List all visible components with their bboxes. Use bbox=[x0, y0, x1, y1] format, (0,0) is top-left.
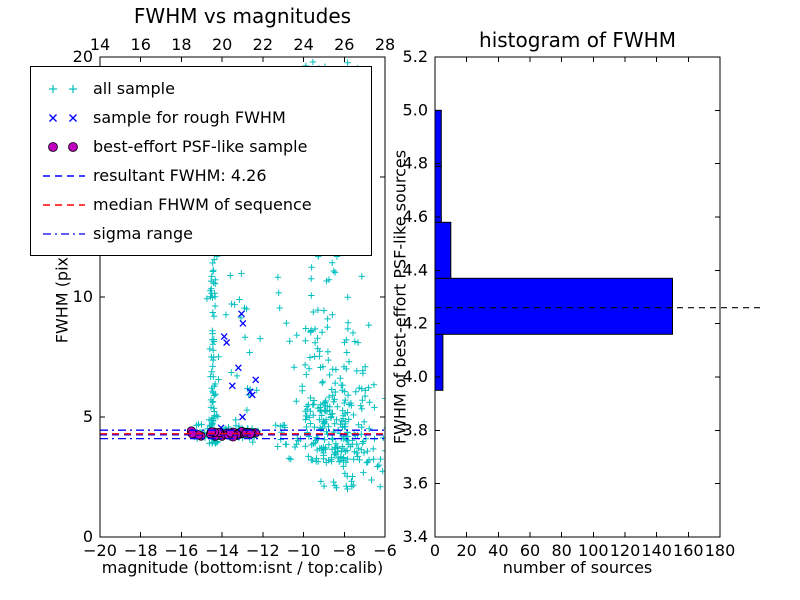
legend-item-3: resultant FWHM: 4.26 bbox=[41, 161, 361, 190]
legend-marker-dashdot-blue-icon bbox=[41, 225, 89, 243]
svg-text:−14: −14 bbox=[205, 541, 239, 560]
legend-marker-x2-icon bbox=[41, 109, 89, 127]
svg-text:20: 20 bbox=[73, 47, 93, 66]
legend-item-1: sample for rough FWHM bbox=[41, 103, 361, 132]
tick-marks bbox=[99, 56, 721, 538]
svg-text:120: 120 bbox=[610, 541, 641, 560]
histogram-title: histogram of FWHM bbox=[479, 28, 676, 52]
svg-text:−8: −8 bbox=[332, 541, 356, 560]
svg-text:26: 26 bbox=[334, 35, 354, 54]
svg-text:160: 160 bbox=[673, 541, 704, 560]
rough-fwhm-points bbox=[217, 310, 260, 432]
svg-text:5.0: 5.0 bbox=[403, 100, 428, 119]
svg-text:140: 140 bbox=[641, 541, 672, 560]
svg-text:20: 20 bbox=[212, 35, 232, 54]
hist-bar bbox=[434, 109, 442, 167]
svg-text:0: 0 bbox=[83, 527, 93, 546]
svg-text:−16: −16 bbox=[165, 541, 199, 560]
legend-marker-plus2-icon bbox=[41, 80, 89, 98]
svg-text:4.8: 4.8 bbox=[403, 154, 428, 173]
legend-marker-dash-red-icon bbox=[41, 196, 89, 214]
svg-text:20: 20 bbox=[456, 541, 476, 560]
svg-text:18: 18 bbox=[171, 35, 191, 54]
legend-label: sigma range bbox=[93, 224, 193, 243]
svg-text:22: 22 bbox=[253, 35, 273, 54]
svg-text:−10: −10 bbox=[287, 541, 321, 560]
legend-marker-dash-blue-icon bbox=[41, 167, 89, 185]
legend-marker-circle2-icon bbox=[41, 138, 89, 156]
legend-label: sample for rough FWHM bbox=[93, 108, 286, 127]
svg-text:80: 80 bbox=[551, 541, 571, 560]
svg-text:4.6: 4.6 bbox=[403, 207, 428, 226]
svg-text:4.0: 4.0 bbox=[403, 367, 428, 386]
svg-text:−20: −20 bbox=[83, 541, 117, 560]
svg-text:0: 0 bbox=[430, 541, 440, 560]
svg-text:180: 180 bbox=[705, 541, 736, 560]
hist-bar bbox=[434, 333, 444, 391]
svg-text:3.4: 3.4 bbox=[403, 527, 428, 546]
svg-text:4.4: 4.4 bbox=[403, 260, 428, 279]
svg-text:−18: −18 bbox=[124, 541, 158, 560]
histogram-yaxis-label: FWHM of best-effort PSF-like sources bbox=[390, 149, 410, 445]
histogram-xaxis-label: number of sources bbox=[502, 558, 653, 577]
legend-label: all sample bbox=[93, 79, 175, 98]
svg-text:60: 60 bbox=[520, 541, 540, 560]
svg-text:14: 14 bbox=[90, 35, 110, 54]
scatter-title: FWHM vs magnitudes bbox=[133, 4, 352, 28]
svg-text:5.2: 5.2 bbox=[403, 47, 428, 66]
scatter-xaxis-label: magnitude (bottom:isnt / top:calib) bbox=[101, 558, 384, 577]
svg-text:28: 28 bbox=[375, 35, 395, 54]
hist-bar bbox=[434, 277, 673, 335]
scatter-yaxis-label: FWHM (pix) bbox=[52, 250, 72, 344]
legend-label: median FHWM of sequence bbox=[93, 195, 312, 214]
svg-text:100: 100 bbox=[578, 541, 609, 560]
svg-text:16: 16 bbox=[131, 35, 151, 54]
svg-text:10: 10 bbox=[73, 287, 93, 306]
svg-text:−6: −6 bbox=[373, 541, 397, 560]
legend: all sample sample for rough FWHM best-effo… bbox=[30, 66, 372, 256]
legend-label: resultant FWHM: 4.26 bbox=[93, 166, 267, 185]
legend-label: best-effort PSF-like sample bbox=[93, 137, 308, 156]
svg-text:5: 5 bbox=[83, 407, 93, 426]
svg-text:4.2: 4.2 bbox=[403, 314, 428, 333]
svg-text:3.6: 3.6 bbox=[403, 474, 428, 493]
svg-text:24: 24 bbox=[293, 35, 313, 54]
hist-bar bbox=[434, 165, 442, 223]
svg-text:−12: −12 bbox=[246, 541, 280, 560]
legend-item-5: sigma range bbox=[41, 219, 361, 248]
svg-text:3.8: 3.8 bbox=[403, 420, 428, 439]
legend-item-4: median FHWM of sequence bbox=[41, 190, 361, 219]
svg-text:40: 40 bbox=[488, 541, 508, 560]
legend-item-0: all sample bbox=[41, 74, 361, 103]
legend-item-2: best-effort PSF-like sample bbox=[41, 132, 361, 161]
